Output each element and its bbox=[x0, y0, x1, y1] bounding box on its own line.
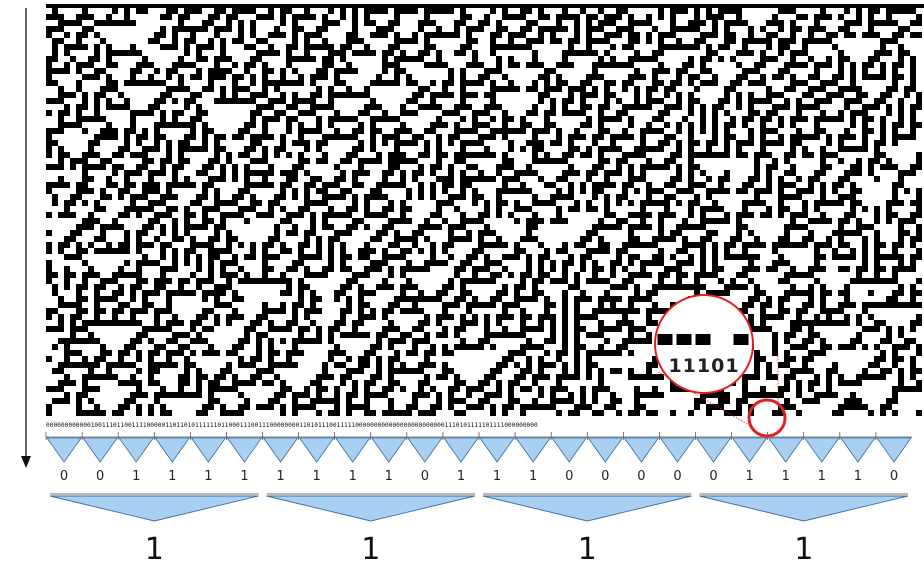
level1-triangle bbox=[479, 437, 515, 463]
level2-bit-label: 1 bbox=[577, 532, 597, 567]
level1-bit-label: 1 bbox=[745, 469, 754, 484]
level1-triangles bbox=[45, 432, 912, 463]
level1-triangle bbox=[695, 437, 732, 463]
grid-top-edge bbox=[46, 4, 924, 8]
zoom-callout bbox=[654, 294, 787, 438]
level1-triangle bbox=[515, 437, 551, 463]
level1-triangle bbox=[298, 437, 335, 463]
level2-bit-label: 1 bbox=[144, 532, 164, 567]
level1-bit-label: 0 bbox=[565, 469, 574, 484]
level1-bit-label: 0 bbox=[601, 469, 610, 484]
level1-triangle bbox=[118, 437, 155, 463]
automaton-cells bbox=[46, 8, 922, 416]
zoom-cell bbox=[657, 334, 673, 345]
level1-triangle bbox=[407, 437, 443, 463]
level1-triangle bbox=[82, 437, 118, 463]
level1-bit-label: 1 bbox=[348, 469, 357, 484]
time-arrow-head bbox=[21, 456, 31, 468]
top-bit-row: 0000000000001001110110011110000011011010… bbox=[46, 422, 538, 429]
level1-triangle bbox=[190, 437, 227, 463]
zoom-cell bbox=[733, 334, 749, 345]
level1-bit-label: 0 bbox=[420, 469, 430, 484]
level1-triangle bbox=[659, 437, 696, 463]
level1-bit-label: 1 bbox=[781, 469, 790, 484]
level1-bit-label: 1 bbox=[132, 469, 141, 484]
zoom-pattern-text: 11101 bbox=[668, 355, 740, 377]
level1-bit-label: 0 bbox=[889, 469, 899, 484]
level1-triangle bbox=[587, 437, 624, 463]
level1-triangle bbox=[803, 437, 840, 463]
zoom-cell bbox=[695, 334, 711, 345]
level1-bit-label: 1 bbox=[384, 469, 393, 484]
level1-bit-label: 1 bbox=[492, 469, 502, 484]
level1-triangle bbox=[876, 437, 912, 463]
level1-bit-label: 1 bbox=[817, 469, 826, 484]
level1-bit-label: 0 bbox=[673, 469, 682, 484]
level2-bit-label: 1 bbox=[361, 532, 381, 567]
level1-triangle bbox=[731, 437, 768, 463]
level1-bit-label: 1 bbox=[168, 469, 177, 484]
level1-bit-label: 1 bbox=[456, 469, 466, 484]
level2-triangle bbox=[482, 495, 692, 522]
level1-bit-label: 1 bbox=[240, 469, 249, 484]
level1-triangle bbox=[370, 437, 407, 463]
level1-bit-label: 1 bbox=[853, 469, 863, 484]
down-arrow-icon bbox=[21, 8, 31, 468]
cellular-automaton-grid bbox=[46, 4, 924, 416]
level1-bit-label: 0 bbox=[709, 469, 718, 484]
level1-triangle bbox=[262, 437, 299, 463]
level2-triangle bbox=[266, 495, 476, 522]
level1-triangle bbox=[551, 437, 588, 463]
level1-bit-label: 0 bbox=[637, 469, 646, 484]
level1-bit-label: 0 bbox=[59, 469, 69, 484]
highlight-circle bbox=[747, 398, 787, 438]
level1-bit-label: 1 bbox=[528, 469, 538, 484]
level1-bit-label: 1 bbox=[204, 469, 213, 484]
level1-triangle bbox=[226, 437, 263, 463]
level1-triangle bbox=[443, 437, 479, 463]
level2-bit-label: 1 bbox=[794, 532, 814, 567]
level1-triangle bbox=[334, 437, 371, 463]
level1-bit-label: 1 bbox=[276, 469, 285, 484]
level1-triangle bbox=[154, 437, 191, 463]
level2-triangle bbox=[49, 495, 259, 522]
level1-triangle bbox=[46, 437, 82, 463]
level1-bit-label: 0 bbox=[95, 469, 105, 484]
zoom-cell bbox=[676, 334, 692, 345]
level1-triangle bbox=[840, 437, 876, 463]
level2-triangles bbox=[49, 493, 909, 522]
level1-triangle bbox=[623, 437, 660, 463]
level1-triangle bbox=[767, 437, 804, 463]
level1-bit-label: 1 bbox=[312, 469, 321, 484]
level2-triangle bbox=[699, 495, 909, 522]
